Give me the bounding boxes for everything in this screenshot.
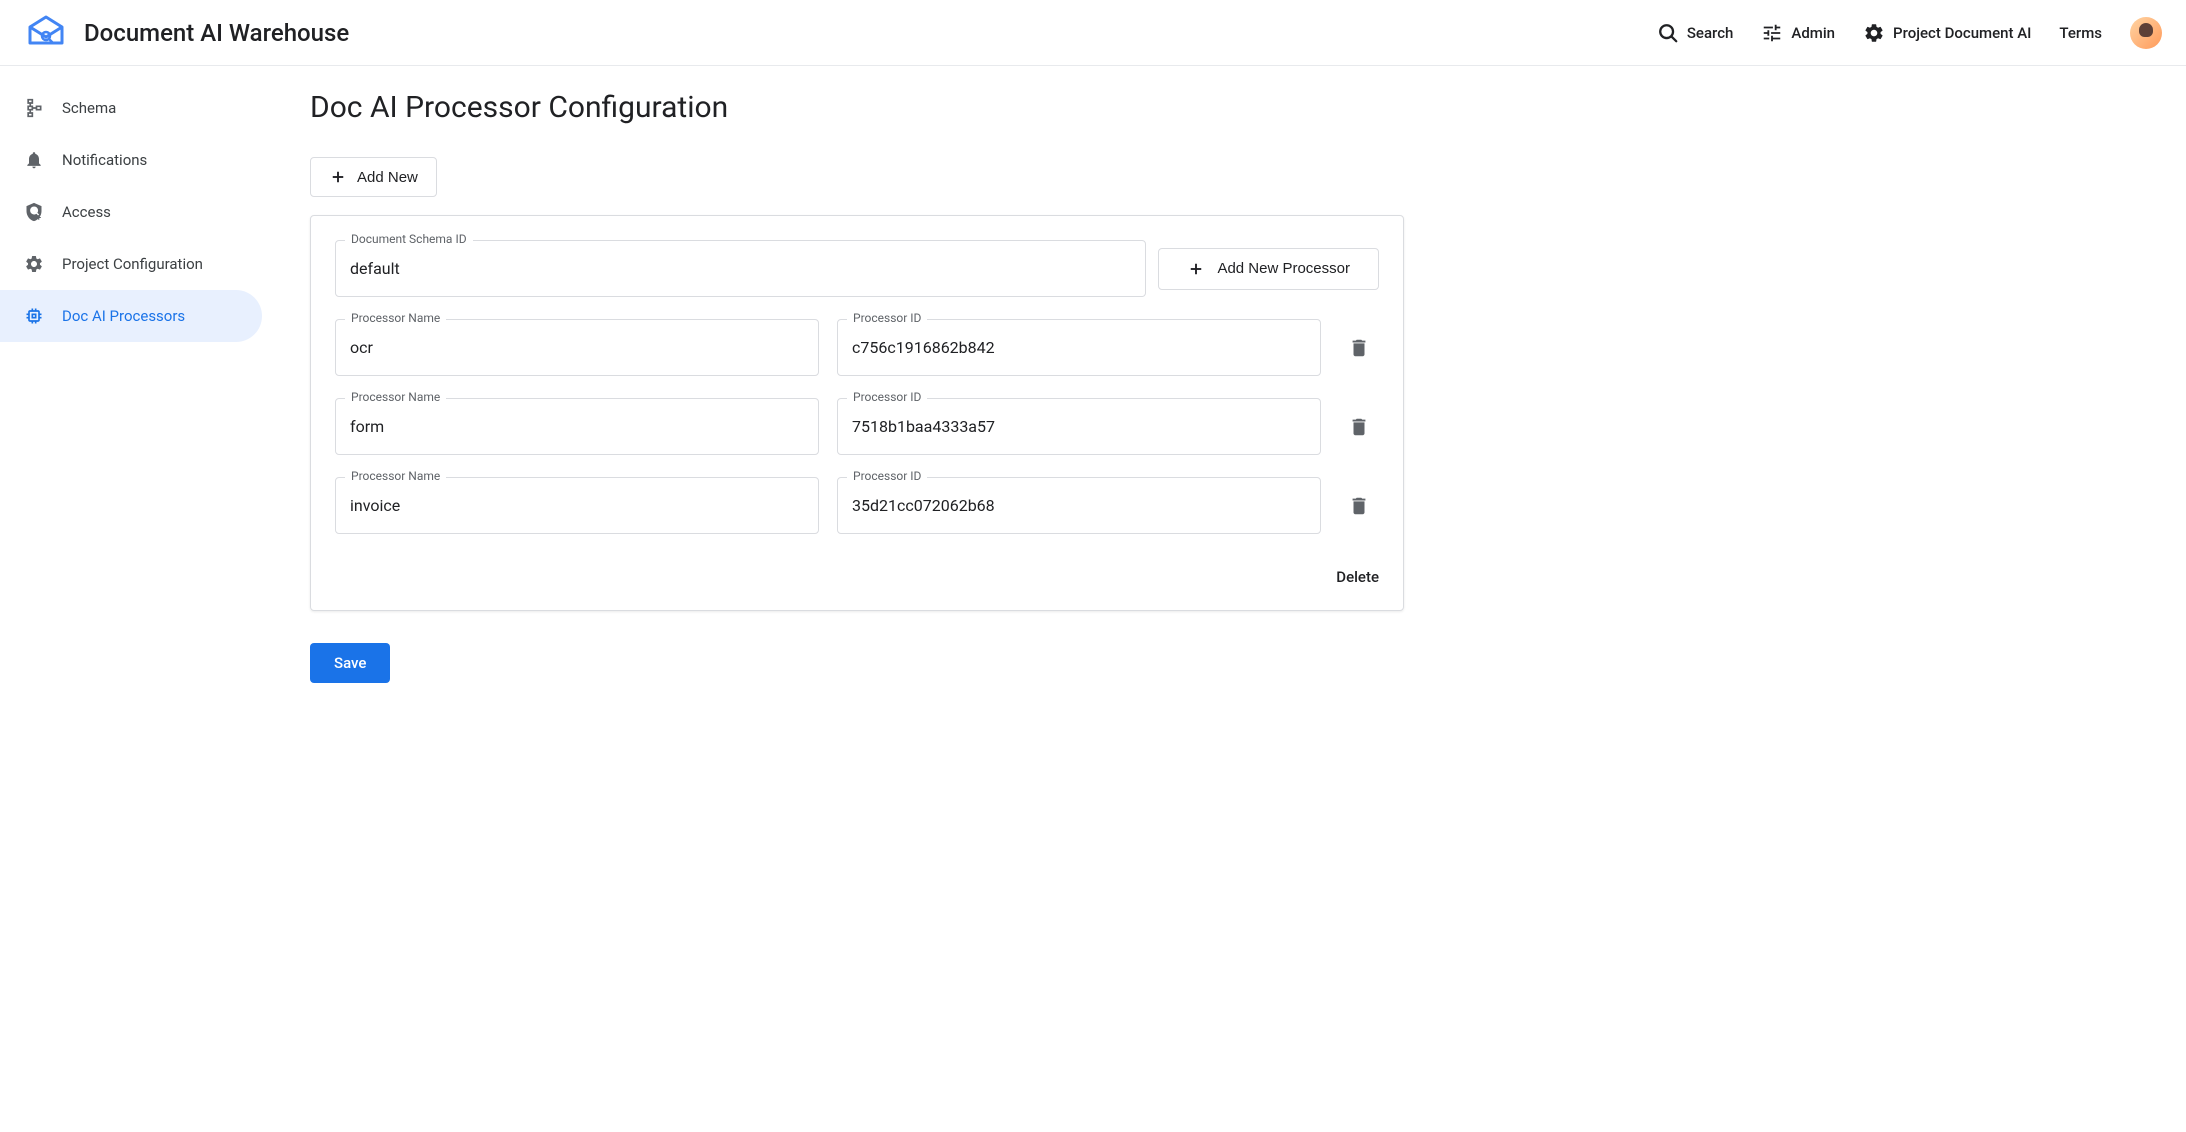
processor-id-label: Processor ID: [847, 311, 927, 325]
sidebar-item-label: Notifications: [62, 151, 147, 169]
schema-field-label: Document Schema ID: [345, 232, 473, 246]
processor-id-input[interactable]: [837, 477, 1321, 534]
sidebar-item-label: Schema: [62, 99, 116, 117]
card-bottom: Delete: [335, 556, 1379, 586]
schema-icon: [24, 98, 44, 118]
schema-row: Document Schema ID Add New Processor: [335, 240, 1379, 297]
processor-id-input[interactable]: [837, 398, 1321, 455]
processor-name-wrapper: Processor Name: [335, 398, 819, 455]
admin-link[interactable]: Admin: [1761, 22, 1835, 44]
delete-processor-button[interactable]: [1339, 495, 1379, 517]
terms-label: Terms: [2059, 24, 2102, 42]
processor-icon: [24, 306, 44, 326]
search-link[interactable]: Search: [1657, 22, 1734, 44]
gear-icon: [24, 254, 44, 274]
page-title: Doc AI Processor Configuration: [310, 90, 1404, 125]
header-left: Document AI Warehouse: [24, 11, 349, 55]
header: Document AI Warehouse Search Admin Proje…: [0, 0, 2186, 66]
bell-icon: [24, 150, 44, 170]
content: Doc AI Processor Configuration Add New D…: [262, 66, 1452, 707]
sidebar-item-label: Project Configuration: [62, 255, 203, 273]
project-label: Project Document AI: [1893, 24, 2031, 42]
processor-id-wrapper: Processor ID: [837, 477, 1321, 534]
main-container: Schema Notifications + Access Project Co…: [0, 66, 2186, 707]
sidebar-item-notifications[interactable]: Notifications: [0, 134, 262, 186]
add-new-label: Add New: [357, 169, 418, 186]
processor-name-wrapper: Processor Name: [335, 477, 819, 534]
config-card: Document Schema ID Add New Processor Pro…: [310, 215, 1404, 611]
trash-icon: [1348, 416, 1370, 438]
add-processor-label: Add New Processor: [1217, 260, 1350, 277]
plus-icon: [1187, 260, 1205, 278]
processor-name-wrapper: Processor Name: [335, 319, 819, 376]
trash-icon: [1348, 337, 1370, 359]
processor-id-label: Processor ID: [847, 469, 927, 483]
processor-id-label: Processor ID: [847, 390, 927, 404]
logo-icon: [24, 11, 68, 55]
admin-label: Admin: [1791, 24, 1835, 42]
sidebar-item-label: Access: [62, 203, 111, 221]
project-link[interactable]: Project Document AI: [1863, 22, 2031, 44]
sidebar-item-processors[interactable]: Doc AI Processors: [0, 290, 262, 342]
shield-icon: +: [24, 202, 44, 222]
delete-processor-button[interactable]: [1339, 337, 1379, 359]
gear-icon: [1863, 22, 1885, 44]
add-processor-button[interactable]: Add New Processor: [1158, 248, 1379, 290]
plus-icon: [329, 168, 347, 186]
sidebar-item-label: Doc AI Processors: [62, 307, 185, 325]
processor-name-label: Processor Name: [345, 311, 446, 325]
terms-link[interactable]: Terms: [2059, 24, 2102, 42]
trash-icon: [1348, 495, 1370, 517]
processor-id-wrapper: Processor ID: [837, 398, 1321, 455]
processor-id-wrapper: Processor ID: [837, 319, 1321, 376]
search-icon: [1657, 22, 1679, 44]
delete-processor-button[interactable]: [1339, 416, 1379, 438]
processor-name-input[interactable]: [335, 477, 819, 534]
schema-input[interactable]: [335, 240, 1146, 297]
tune-icon: [1761, 22, 1783, 44]
sidebar-item-access[interactable]: + Access: [0, 186, 262, 238]
add-new-button[interactable]: Add New: [310, 157, 437, 197]
processor-name-label: Processor Name: [345, 390, 446, 404]
processor-row: Processor Name Processor ID: [335, 477, 1379, 534]
processor-name-input[interactable]: [335, 319, 819, 376]
sidebar: Schema Notifications + Access Project Co…: [0, 66, 262, 707]
sidebar-item-schema[interactable]: Schema: [0, 82, 262, 134]
svg-text:+: +: [37, 213, 42, 222]
search-label: Search: [1687, 24, 1734, 42]
app-title: Document AI Warehouse: [84, 19, 349, 47]
avatar[interactable]: [2130, 17, 2162, 49]
save-button[interactable]: Save: [310, 643, 390, 683]
schema-field-wrapper: Document Schema ID: [335, 240, 1146, 297]
processor-id-input[interactable]: [837, 319, 1321, 376]
processor-row: Processor Name Processor ID: [335, 398, 1379, 455]
delete-button[interactable]: Delete: [1336, 568, 1379, 586]
header-right: Search Admin Project Document AI Terms: [1657, 17, 2162, 49]
processor-name-label: Processor Name: [345, 469, 446, 483]
sidebar-item-project-config[interactable]: Project Configuration: [0, 238, 262, 290]
processor-name-input[interactable]: [335, 398, 819, 455]
processor-row: Processor Name Processor ID: [335, 319, 1379, 376]
